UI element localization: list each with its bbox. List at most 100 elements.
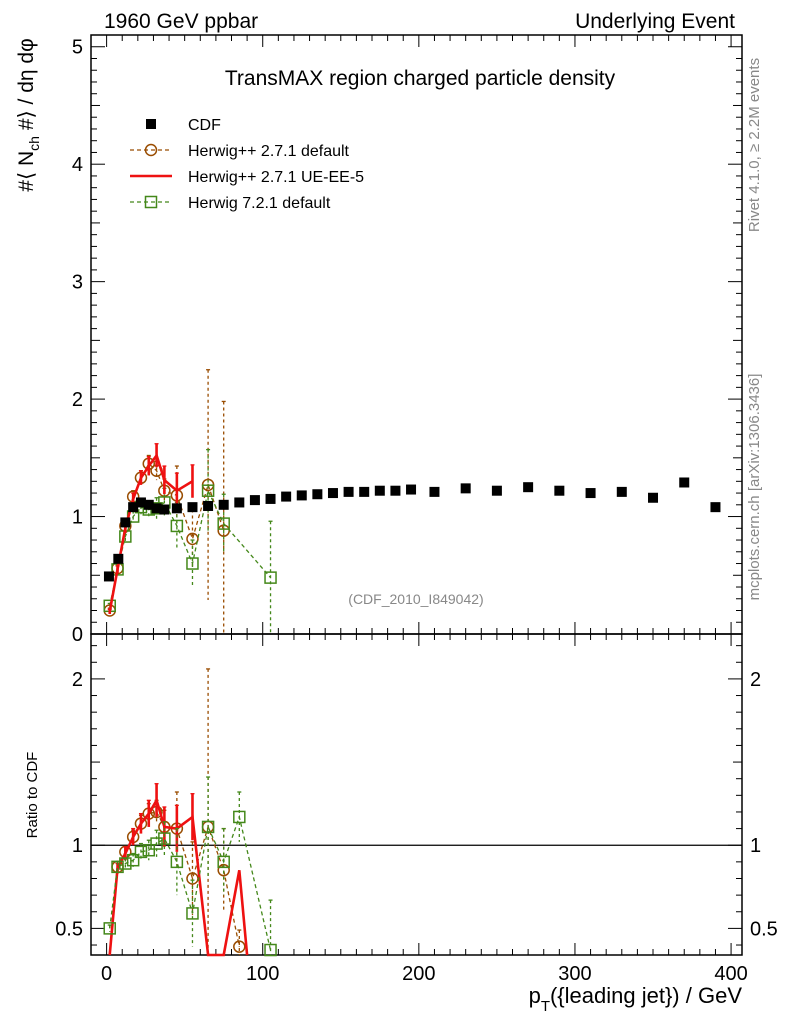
ratio-dashed-square-marker — [233, 810, 246, 824]
cdf-point — [187, 502, 198, 513]
cdf-point — [103, 571, 114, 582]
main-dashed-square-marker — [264, 571, 277, 584]
ratio-dashed-square-marker — [119, 857, 132, 870]
ratio-dashed-square-marker — [126, 853, 140, 867]
header-left: 1960 GeV ppbar — [104, 10, 258, 33]
legend-cdf-marker — [146, 119, 156, 129]
watermark: (CDF_2010_I849042) — [348, 591, 483, 607]
cdf-point — [312, 489, 323, 500]
ratio-y-tick-label: 0.5 — [55, 918, 83, 940]
cdf-point — [151, 503, 162, 514]
legend-square-marker — [144, 195, 158, 209]
ratio-dashed-circle-marker — [233, 940, 246, 953]
cdf-point — [281, 491, 292, 502]
x-axis-label-tail: ({leading jet}) / GeV — [550, 983, 742, 1008]
ratio-frame — [90, 633, 743, 956]
x-tick-label: 300 — [558, 963, 591, 985]
cdf-point — [327, 488, 338, 499]
x-axis-label-sub: T — [541, 998, 550, 1015]
cdf-point — [120, 517, 131, 528]
ratio-dashed-square-marker — [103, 922, 116, 935]
main-y-tick-label: 0 — [72, 624, 83, 646]
legend-label: Herwig++ 2.7.1 default — [188, 143, 350, 160]
cdf-point — [135, 497, 146, 508]
legend-label: Herwig 7.2.1 default — [188, 195, 331, 212]
ratio-dashed-square-marker — [142, 843, 156, 857]
cdf-point — [554, 485, 565, 496]
ratio-dashed-square-marker — [111, 860, 124, 874]
ratio-dashed-square-marker — [170, 855, 184, 869]
x-tick-label: 400 — [714, 963, 747, 985]
legend-label: CDF — [188, 117, 221, 134]
ratio-y-tick-label: 2 — [72, 669, 83, 691]
cdf-point — [429, 486, 440, 497]
cdf-point — [616, 486, 627, 497]
x-tick-label: 0 — [101, 963, 112, 985]
main-y-tick-label: 5 — [72, 37, 83, 59]
main-y-tick-label: 3 — [72, 272, 83, 294]
header-right: Underlying Event — [575, 10, 735, 33]
cdf-point — [159, 504, 170, 515]
cdf-point — [113, 553, 124, 564]
ratio-dashed-circle-marker — [186, 872, 199, 885]
ratio-dashed-square-marker — [134, 845, 148, 859]
y-axis-label-tail: #⟩ / dη dφ — [15, 38, 38, 136]
main-y-tick-label: 4 — [72, 154, 83, 176]
legend-circle-marker — [144, 143, 158, 157]
ratio-dashed-square-marker — [264, 943, 277, 957]
ratio-y-tick-label-right: 1 — [750, 835, 761, 857]
ratio-y-tick-label: 1 — [72, 835, 83, 857]
main-dashed-circle-marker — [186, 532, 199, 546]
ratio-dashed-square-marker — [217, 855, 230, 869]
cdf-point — [218, 499, 229, 510]
cdf-point — [523, 482, 534, 493]
cdf-point — [143, 499, 154, 510]
cdf-point — [296, 490, 307, 501]
legend: CDF Herwig++ 2.7.1 default Herwig++ 2.7.1 … — [130, 117, 364, 212]
x-axis-label: pT({leading jet}) / GeV — [529, 983, 743, 1015]
ratio-dashed-square-marker — [186, 907, 199, 920]
cdf-point — [343, 486, 354, 497]
ratio-dashed-square-marker — [201, 820, 215, 834]
cdf-point — [585, 488, 596, 499]
cdf-point — [374, 485, 385, 496]
mcplots-label: mcplots.cern.ch [arXiv:1306.3436] — [746, 374, 763, 601]
main-y-tick-label: 2 — [72, 389, 83, 411]
ratio-panel: 0 100 200 300 400 0.5 1 2 0.5 1 2 — [55, 633, 778, 985]
main-solid-line — [108, 452, 194, 612]
cdf-point — [265, 493, 276, 504]
legend-label: Herwig++ 2.7.1 UE-EE-5 — [188, 169, 364, 186]
main-panel: 0 1 2 3 4 5 CDF Herwig++ 2.7.1 default Herwig++ … — [72, 34, 743, 646]
x-axis-label-p: p — [529, 983, 541, 1008]
cdf-point — [128, 502, 139, 513]
main-y-tick-label: 1 — [72, 507, 83, 529]
y-axis-label-sub: ch — [26, 136, 42, 151]
ratio-dashed-square-marker — [158, 832, 171, 845]
main-dashed-square-marker — [201, 484, 215, 497]
cdf-point — [648, 492, 659, 503]
cdf-point — [710, 502, 721, 513]
cdf-point — [491, 485, 502, 496]
y-axis-label: #⟨ Nch #⟩ / dη dφ — [15, 38, 42, 191]
cdf-point — [171, 503, 182, 514]
ratio-y-tick-label-right: 0.5 — [750, 918, 778, 940]
cdf-point — [679, 477, 690, 488]
main-dashed-square-marker — [186, 557, 199, 570]
cdf-point — [249, 495, 260, 506]
cdf-point — [390, 485, 401, 496]
rivet-label: Rivet 4.1.0, ≥ 2.2M events — [746, 58, 763, 232]
ratio-y-tick-label-right: 2 — [750, 669, 761, 691]
cdf-point — [406, 484, 417, 495]
y-axis-label-main: #⟨ N — [15, 151, 38, 192]
cdf-point — [460, 483, 471, 494]
cdf-point — [203, 500, 214, 511]
x-tick-label: 200 — [402, 963, 435, 985]
ratio-y-axis-label: Ratio to CDF — [24, 752, 41, 839]
cdf-point — [359, 486, 370, 497]
x-tick-label: 100 — [246, 963, 279, 985]
main-dashed-square-marker — [217, 517, 230, 530]
chart-title: TransMAX region charged particle density — [225, 67, 616, 90]
cdf-point — [234, 497, 245, 508]
main-dashed-square-marker — [170, 519, 184, 533]
